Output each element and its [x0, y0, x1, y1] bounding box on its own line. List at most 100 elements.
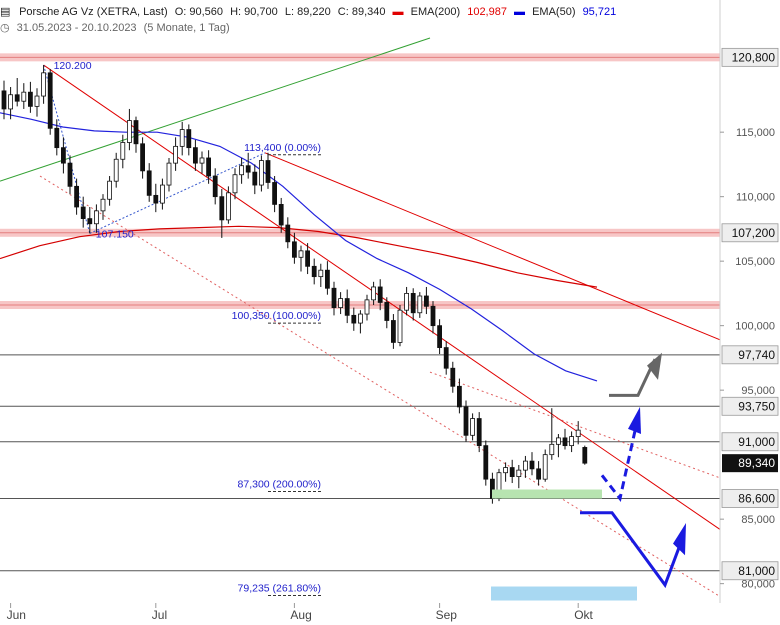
candle-body	[27, 91, 33, 107]
candle-body	[450, 367, 456, 387]
candle-body	[324, 269, 330, 289]
bull-arrow-dashed	[600, 425, 638, 502]
candle-body	[357, 313, 363, 324]
candle-body	[186, 129, 192, 149]
candle-body	[562, 437, 568, 447]
scenario-arrows	[580, 352, 686, 589]
chart-header: ▤ Porsche AG Vz (XETRA, Last) O: 90,560 …	[0, 5, 620, 18]
low-value: L: 89,220	[284, 6, 331, 18]
candle-body	[239, 165, 245, 176]
candle-body	[456, 385, 462, 408]
candle-body	[258, 160, 264, 186]
bull-arrowhead-gray	[647, 352, 662, 380]
fibonacci-levels: 113,400 (0.00%) 100,350 (100.00%) 87,300 (…	[232, 142, 322, 597]
candle-body	[509, 467, 515, 477]
candle-body	[14, 94, 20, 102]
ema50-value: 95,721	[582, 6, 617, 18]
candle-body	[166, 162, 172, 186]
time-label: Aug	[290, 608, 311, 622]
candle-body	[305, 250, 311, 267]
level-tag	[721, 47, 779, 67]
candle-body	[285, 224, 291, 243]
level-tag	[721, 223, 779, 243]
candle-body	[87, 218, 93, 225]
bull-arrowhead-dashed	[628, 406, 641, 435]
level-label: 107,200	[732, 226, 776, 240]
high-value: H: 90,700	[230, 6, 278, 18]
candle-body	[225, 192, 231, 221]
last-price-tag	[722, 454, 778, 473]
candle-body	[529, 460, 535, 470]
candle-body	[410, 293, 416, 314]
candle-body	[146, 170, 152, 196]
candle-body	[1, 90, 7, 110]
candle-body	[94, 210, 99, 225]
time-label: Okt	[574, 608, 593, 622]
candle-body	[120, 142, 126, 160]
last-price-label: 89,340	[738, 456, 775, 470]
candle-body	[470, 418, 476, 436]
candle-body	[430, 305, 436, 327]
candle-body	[8, 94, 14, 110]
candle-body	[133, 120, 139, 145]
candle-body	[21, 91, 27, 102]
candle-body	[516, 469, 522, 477]
time-label: Jul	[152, 608, 167, 622]
candle-body	[47, 72, 53, 129]
candle-body	[377, 286, 383, 303]
channel-line-mid	[429, 371, 721, 479]
ema50-line	[0, 112, 598, 382]
candle-body	[569, 436, 574, 447]
candle-body	[265, 160, 271, 183]
candle-body	[298, 250, 304, 258]
candle-body	[311, 265, 317, 278]
fib-label: 79,235 (261.80%)	[238, 583, 321, 595]
date-range: 31.05.2023 - 20.10.2023	[16, 22, 137, 34]
tick-label: 85,000	[741, 514, 775, 526]
ema200-value: 102,987	[467, 6, 507, 18]
level-tag	[721, 561, 779, 581]
candle-body	[536, 468, 541, 480]
tick-label: 80,000	[741, 579, 775, 591]
bull-arrow-gray	[609, 358, 657, 397]
tick-label: 110,000	[736, 192, 775, 204]
period: (5 Monate, 1 Tag)	[143, 22, 230, 34]
ema200-line	[0, 225, 598, 288]
candle-body	[192, 147, 198, 164]
candle-body	[272, 182, 278, 205]
candle-body	[331, 287, 337, 309]
open-value: O: 90,560	[174, 6, 224, 18]
candle-body	[34, 95, 40, 107]
candle-body	[291, 241, 297, 258]
candle-body	[575, 429, 581, 437]
target-zones	[491, 489, 637, 601]
candle-body	[390, 320, 396, 343]
price-annotation: 107.150	[96, 228, 134, 240]
candle-body	[397, 309, 403, 343]
close-value: C: 89,340	[337, 6, 386, 18]
candle-body	[556, 437, 561, 445]
level-label: 81,000	[738, 564, 775, 578]
chart-icon: ▤	[0, 6, 11, 18]
fib-anchor-line	[89, 152, 266, 234]
candle-body	[404, 293, 410, 311]
candle-body	[199, 157, 205, 164]
time-label: Jun	[7, 608, 26, 622]
instrument-name: Porsche AG Vz (XETRA, Last)	[19, 6, 168, 18]
candle-body	[219, 196, 225, 221]
candle-body	[140, 143, 146, 172]
candle-body	[542, 454, 548, 480]
time-axis: Jun Jul Aug Sep Okt	[7, 603, 594, 622]
level-label: 97,740	[738, 348, 775, 362]
tick-label: 95,000	[741, 385, 775, 397]
level-tag	[721, 345, 779, 365]
ema200-legend: ▬	[392, 6, 404, 18]
candle-body	[338, 298, 344, 309]
candle-body	[384, 302, 390, 321]
horizontal-levels: 120,800 107,200 97,740 93,750 91,000 86,600 81…	[0, 47, 779, 581]
candle-body	[252, 171, 258, 186]
level-label: 93,750	[738, 399, 775, 413]
fib-label: 87,300 (200.00%)	[238, 478, 321, 490]
tick-label: 115,000	[736, 127, 775, 139]
candle-body	[67, 162, 73, 187]
